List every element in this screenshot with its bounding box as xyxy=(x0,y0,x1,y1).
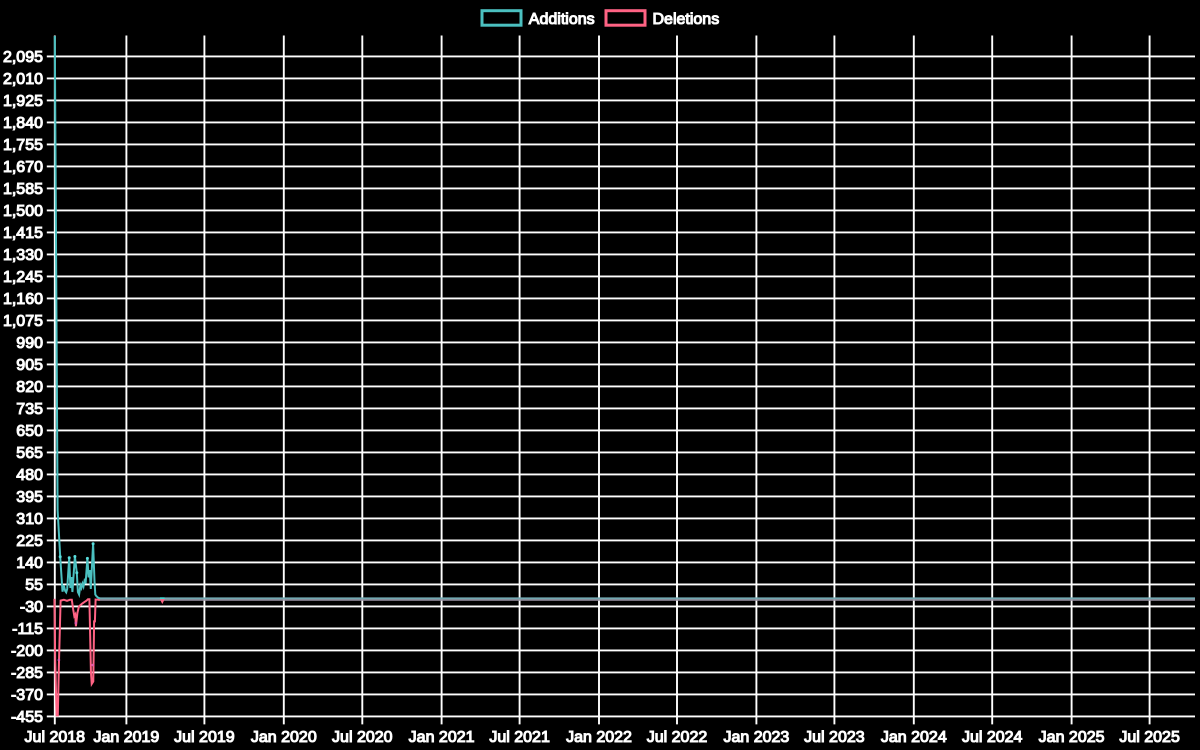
svg-text:990: 990 xyxy=(16,335,43,352)
svg-text:1,075: 1,075 xyxy=(3,313,43,330)
svg-text:1,755: 1,755 xyxy=(3,137,43,154)
svg-text:1,415: 1,415 xyxy=(3,225,43,242)
svg-text:Jul 2021: Jul 2021 xyxy=(489,729,550,746)
svg-text:1,160: 1,160 xyxy=(3,291,43,308)
svg-text:565: 565 xyxy=(16,445,43,462)
svg-text:1,925: 1,925 xyxy=(3,93,43,110)
svg-text:-455: -455 xyxy=(11,709,43,726)
svg-text:2,010: 2,010 xyxy=(3,71,43,88)
svg-text:1,330: 1,330 xyxy=(3,247,43,264)
svg-text:Additions: Additions xyxy=(529,11,595,28)
svg-text:Jul 2025: Jul 2025 xyxy=(1119,729,1180,746)
svg-text:-200: -200 xyxy=(11,643,43,660)
svg-text:1,245: 1,245 xyxy=(3,269,43,286)
svg-text:-370: -370 xyxy=(11,687,43,704)
svg-text:1,840: 1,840 xyxy=(3,115,43,132)
svg-text:1,585: 1,585 xyxy=(3,181,43,198)
svg-text:650: 650 xyxy=(16,423,43,440)
svg-text:1,670: 1,670 xyxy=(3,159,43,176)
svg-text:310: 310 xyxy=(16,511,43,528)
svg-text:225: 225 xyxy=(16,533,43,550)
svg-text:Jul 2023: Jul 2023 xyxy=(804,729,865,746)
svg-text:-285: -285 xyxy=(11,665,43,682)
svg-text:480: 480 xyxy=(16,467,43,484)
svg-text:Jul 2024: Jul 2024 xyxy=(962,729,1023,746)
svg-text:140: 140 xyxy=(16,555,43,572)
svg-text:820: 820 xyxy=(16,379,43,396)
svg-text:Jul 2020: Jul 2020 xyxy=(332,729,393,746)
svg-text:Jan 2021: Jan 2021 xyxy=(409,729,475,746)
svg-text:Jan 2019: Jan 2019 xyxy=(93,729,159,746)
svg-text:-30: -30 xyxy=(20,599,43,616)
svg-text:Jan 2024: Jan 2024 xyxy=(881,729,947,746)
svg-text:Jul 2018: Jul 2018 xyxy=(25,729,86,746)
svg-text:1,500: 1,500 xyxy=(3,203,43,220)
svg-text:Jan 2022: Jan 2022 xyxy=(566,729,632,746)
svg-text:Deletions: Deletions xyxy=(653,11,720,28)
svg-text:Jan 2020: Jan 2020 xyxy=(251,729,317,746)
svg-text:Jul 2022: Jul 2022 xyxy=(647,729,708,746)
svg-text:395: 395 xyxy=(16,489,43,506)
svg-text:55: 55 xyxy=(25,577,43,594)
svg-text:Jan 2025: Jan 2025 xyxy=(1039,729,1105,746)
svg-text:905: 905 xyxy=(16,357,43,374)
svg-text:Jul 2019: Jul 2019 xyxy=(174,729,235,746)
svg-text:735: 735 xyxy=(16,401,43,418)
svg-text:-115: -115 xyxy=(12,621,43,638)
svg-text:Jan 2023: Jan 2023 xyxy=(723,729,789,746)
svg-text:2,095: 2,095 xyxy=(3,49,43,66)
